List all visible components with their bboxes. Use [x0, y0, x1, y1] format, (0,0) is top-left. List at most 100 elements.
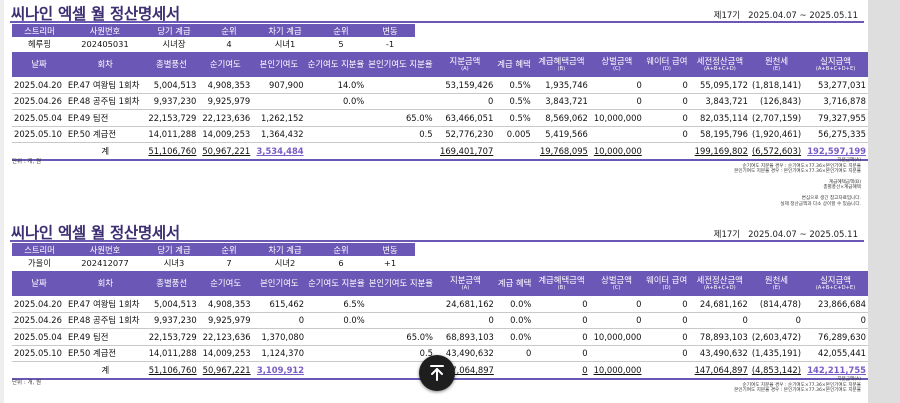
footnote: 실제 정산금액과 다소 상이할 수 있습니다. — [780, 201, 861, 207]
cell-date: 2025.05.04 — [12, 328, 66, 346]
info-header: 스트리머 — [12, 243, 67, 256]
title-divider — [10, 240, 864, 242]
cell-net-share-rate: 0.0% — [306, 312, 367, 329]
settlement-page: 씨나인 엑셀 월 정산명세서 제17기 2025.04.07 ~ 2025.05.… — [4, 0, 868, 403]
cell-date: 2025.04.20 — [12, 296, 66, 313]
footnote: 총별풍선×계급혜택 — [823, 185, 861, 191]
scroll-to-top-button[interactable] — [419, 355, 455, 391]
cell-date: 2025.04.26 — [12, 93, 66, 110]
total-net-contribution: 50,967,221 — [198, 361, 253, 380]
cell-episode: EP.48 공주팀 1회차 — [65, 93, 145, 110]
info-value-row: 헤루핑 202405031 시녀장 4 시녀1 5 -1 — [12, 37, 415, 50]
footnote: 순기여도 지분율 경우 : 순기여도×77.36×본인기여도 지분율 — [742, 163, 861, 169]
current-rank: 시녀3 — [143, 256, 205, 269]
cell-rank-benefit-rate: 0 — [495, 345, 534, 362]
total-label: 계 — [65, 361, 145, 380]
statement-period: 제17기 2025.04.07 ~ 2025.05.11 — [714, 228, 858, 240]
cell-net-pay: 76,289,630 — [803, 328, 868, 346]
cell-pretax-amount: 0 — [689, 312, 750, 329]
info-header: 순위 — [317, 243, 365, 256]
total-spacer — [643, 142, 690, 161]
cell-own-contribution: 1,370,080 — [252, 328, 307, 346]
cell-net-pay: 23,866,684 — [803, 296, 868, 313]
title-divider — [10, 21, 864, 23]
cell-net-pay: 3,716,878 — [803, 93, 868, 110]
cell-rank-benefit-rate: 0.5% — [495, 77, 533, 94]
cell-rank-benefit-amount: 5,419,566 — [532, 126, 590, 143]
cell-pretax-amount: 3,843,721 — [689, 93, 750, 110]
cell-share-amount: 63,466,051 — [434, 109, 496, 127]
total-pretax: 199,169,802 — [689, 142, 750, 161]
cell-rank-benefit-rate: 0.0% — [495, 312, 534, 329]
cell-withholding-tax: (1,920,461) — [749, 126, 804, 143]
footnote: 지분금액(A) — [837, 158, 861, 163]
cell-net-share-rate: 0.0% — [305, 93, 367, 110]
cell-total-balloons: 9,937,230 — [144, 312, 199, 329]
cell-net-share-rate — [305, 109, 367, 127]
cell-rank-benefit-rate: 0.0% — [495, 296, 534, 313]
cell-reward-amount: 0 — [589, 77, 644, 94]
cell-share-amount: 52,776,230 — [434, 126, 496, 143]
round-label: 제17기 — [713, 230, 741, 240]
cell-waiter-pay: 0 — [643, 93, 690, 110]
total-net-pay: 192,597,199 — [803, 142, 868, 161]
col-header-total-balloons: 총별풍선 — [144, 271, 199, 296]
total-net-contribution: 50,967,221 — [198, 142, 253, 161]
settlement-table: 날짜 회차 총별풍선 순기여도 본인기여도 순기여도 지분율 본인기여도 지분율… — [12, 271, 868, 380]
total-reward: 10,000,000 — [589, 142, 644, 161]
info-header: 순위 — [317, 24, 365, 37]
col-header-withholding-tax: 원천세 (E) — [749, 52, 804, 77]
cell-rank-benefit-rate: 0.005 — [495, 126, 533, 143]
col-header-date: 날짜 — [12, 52, 66, 77]
cell-total-balloons: 14,011,288 — [144, 126, 199, 143]
cell-waiter-pay: 0 — [643, 328, 690, 346]
col-header-net-share-rate: 순기여도 지분율 — [305, 52, 367, 77]
table-row: 2025.04.20 EP.47 여왕팀 1회차 5,004,513 4,908… — [12, 296, 868, 313]
cell-share-amount: 24,681,162 — [435, 296, 496, 313]
col-header-rank-benefit-amount: 계급혜택금액 (B) — [533, 271, 590, 296]
cell-reward-amount — [589, 345, 644, 362]
cell-share-amount: 0 — [435, 312, 496, 329]
cell-waiter-pay: 0 — [643, 126, 690, 143]
col-header-episode: 회차 — [65, 271, 145, 296]
info-header: 사원번호 — [67, 243, 143, 256]
cell-own-contribution: 615,462 — [252, 296, 307, 313]
cell-date: 2025.05.10 — [12, 345, 66, 362]
cell-rank-benefit-amount: 0 — [533, 296, 590, 313]
table-row: 2025.04.26 EP.48 공주팀 1회차 9,937,230 9,925… — [12, 93, 868, 110]
cell-withholding-tax: (1,435,191) — [749, 345, 804, 362]
cell-net-pay: 42,055,441 — [803, 345, 868, 362]
col-header-pretax-amount: 세전정산금액 (A+B+C+D) — [689, 52, 750, 77]
current-rank: 시녀장 — [143, 37, 205, 50]
cell-net-contribution: 9,925,979 — [198, 93, 253, 110]
cell-pretax-amount: 43,490,632 — [689, 345, 750, 362]
cell-net-pay: 56,275,335 — [803, 126, 868, 143]
cell-share-amount: 68,893,103 — [435, 328, 496, 346]
col-header-waiter-pay: 웨이터 급여 (D) — [643, 271, 690, 296]
info-header: 순위 — [205, 243, 253, 256]
cell-waiter-pay: 0 — [643, 109, 690, 127]
footnote: 지분금액(A) — [837, 377, 861, 382]
cell-withholding-tax: (814,478) — [749, 296, 804, 313]
col-header-total-balloons: 총별풍선 — [144, 52, 199, 77]
cell-withholding-tax: (126,843) — [749, 93, 804, 110]
table-header-row: 날짜 회차 총별풍선 순기여도 본인기여도 순기여도 지분율 본인기여도 지분율… — [12, 271, 868, 296]
table-row: 2025.05.04 EP.49 팀전 22,153,729 22,123,63… — [12, 328, 868, 346]
table-row: 2025.05.10 EP.50 계급전 14,011,288 14,009,2… — [12, 126, 868, 143]
cell-date: 2025.04.20 — [12, 77, 66, 94]
col-header-share-amount: 지분금액 (A) — [435, 271, 496, 296]
total-reward: 10,000,000 — [589, 361, 644, 380]
screen-edge — [868, 0, 900, 403]
col-header-share-amount: 지분금액 (A) — [434, 52, 496, 77]
info-header: 사원번호 — [67, 24, 143, 37]
cell-rank-benefit-rate: 0.5% — [495, 93, 533, 110]
cell-waiter-pay: 0 — [643, 296, 690, 313]
col-header-pretax-amount: 세전정산금액 (A+B+C+D) — [689, 271, 750, 296]
info-header: 당기 계급 — [143, 243, 205, 256]
cell-total-balloons: 5,004,513 — [144, 296, 199, 313]
next-rank: 시녀2 — [253, 256, 317, 269]
cell-total-balloons: 22,153,729 — [144, 109, 199, 127]
total-spacer — [366, 142, 435, 161]
cell-share-amount: 0 — [434, 93, 496, 110]
cell-total-balloons: 9,937,230 — [144, 93, 199, 110]
